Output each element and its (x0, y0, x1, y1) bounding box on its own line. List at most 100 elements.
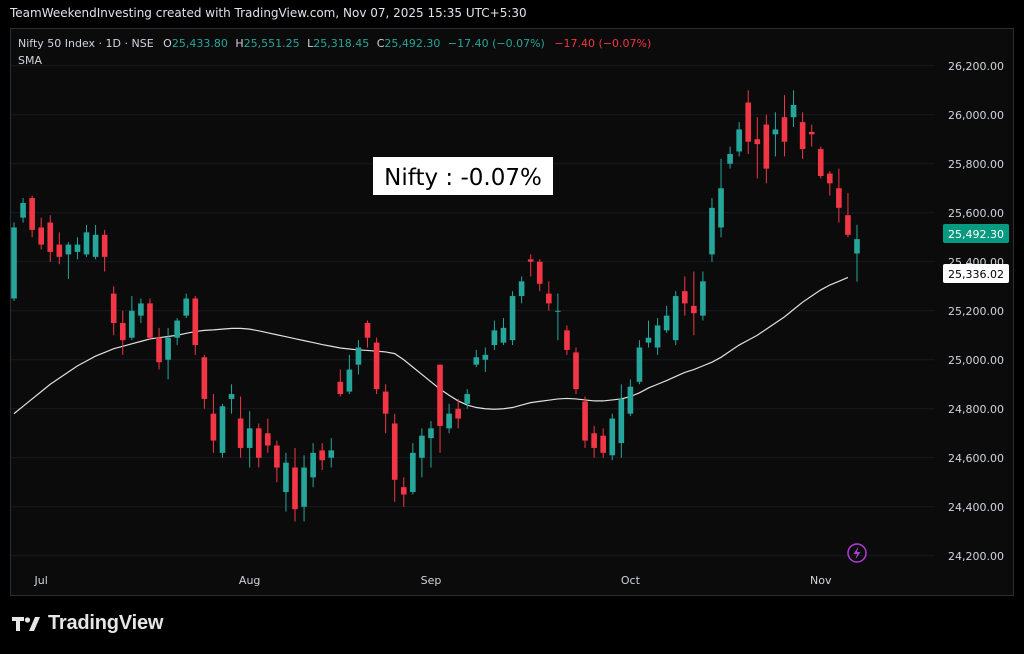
candle-body (56, 244, 63, 257)
tradingview-logo-icon (12, 616, 40, 631)
candle (736, 122, 742, 157)
candle-body (101, 234, 108, 257)
candle (29, 195, 35, 238)
time-axis[interactable]: Jul Aug Sep Oct Nov (34, 574, 832, 587)
candle (346, 354, 353, 395)
price-axis[interactable]: 24,200.00 24,400.00 24,600.00 24,800.00 25,0… (948, 60, 1004, 563)
price-tick-label: 25,800.00 (948, 158, 1004, 171)
legend-open-value: 25,433.80 (172, 37, 228, 50)
candle (482, 347, 489, 372)
candle-body (129, 310, 135, 338)
candle (854, 224, 860, 282)
candle-body (808, 131, 815, 135)
candle (745, 90, 752, 154)
time-tick-label: Nov (810, 574, 832, 587)
candle (691, 271, 697, 336)
candle (727, 146, 733, 169)
candle (47, 215, 54, 262)
candle-body (292, 467, 298, 510)
candle-body (410, 452, 416, 493)
candle (464, 389, 471, 409)
candle (228, 384, 235, 414)
candle (292, 447, 298, 522)
candle-body (138, 303, 144, 316)
candle-body (65, 244, 72, 255)
candle-body (627, 386, 634, 414)
candle-body (555, 310, 561, 312)
price-tick-label: 24,800.00 (948, 403, 1004, 416)
brand-name: TradingView (48, 612, 164, 634)
candle-body (237, 418, 244, 448)
candle-body (455, 408, 461, 419)
candle (618, 384, 625, 458)
candle (817, 146, 824, 179)
candle-body (727, 153, 733, 164)
price-tick-label: 25,000.00 (948, 354, 1004, 367)
candle-body (754, 139, 761, 145)
candle-body (255, 428, 262, 458)
candle-body (355, 347, 362, 365)
candle (283, 452, 289, 512)
candle (92, 225, 99, 260)
candle-body (491, 330, 498, 346)
candle (328, 438, 335, 468)
last-price-label: 25,492.30 (948, 228, 1004, 241)
candle (600, 428, 607, 458)
candle (156, 327, 162, 370)
candle (790, 90, 797, 127)
tradingview-brand[interactable]: TradingView (12, 612, 163, 635)
candle (700, 271, 706, 321)
candle (174, 318, 180, 346)
candle (355, 340, 362, 375)
candle (419, 428, 425, 478)
candle-body (763, 124, 770, 169)
candle-body (301, 467, 307, 507)
candle (391, 413, 398, 502)
flash-icon[interactable] (847, 543, 867, 563)
candle (110, 286, 117, 336)
candle-body (591, 433, 597, 448)
candle-body (672, 296, 679, 341)
legend-low-label: L (307, 37, 314, 50)
candle (845, 193, 851, 238)
candle (165, 327, 171, 380)
candle (56, 232, 63, 265)
candle-body (210, 413, 217, 441)
candle (437, 364, 443, 453)
footer (0, 600, 1024, 654)
candle-body (183, 298, 190, 316)
candle (564, 325, 570, 355)
candle-body (609, 418, 616, 456)
candle (364, 320, 371, 348)
candle-body (11, 227, 17, 299)
candle-body (283, 462, 289, 493)
candle (210, 394, 217, 453)
candle (20, 198, 26, 223)
candle (310, 443, 316, 488)
candle-body (373, 342, 380, 390)
candle (337, 369, 344, 397)
candlestick-chart[interactable]: 24,200.00 24,400.00 24,600.00 24,800.00 25,0… (0, 0, 1024, 600)
candle-body (736, 129, 742, 152)
candle (65, 242, 72, 279)
candle-body (147, 303, 153, 338)
candle-body (400, 487, 407, 495)
candle (781, 95, 788, 157)
candle (410, 443, 416, 495)
sma-legend-label[interactable]: SMA (18, 54, 42, 67)
candle-body (745, 102, 752, 142)
candle (38, 217, 45, 250)
sma-price-tag (943, 264, 1009, 283)
annotation-box[interactable] (373, 157, 553, 195)
legend-line: Nifty 50 Index · 1D · NSE O25,433.80 H25… (18, 37, 651, 50)
sma-layer (13, 276, 849, 415)
candle-body (192, 298, 199, 346)
candle (11, 222, 17, 301)
candle (201, 354, 208, 409)
candle (473, 349, 480, 368)
annotation-text: Nifty : -0.07% (384, 165, 542, 191)
candle (555, 293, 561, 341)
candle-body (119, 323, 126, 341)
candle-body (518, 281, 525, 297)
candle (636, 340, 643, 385)
